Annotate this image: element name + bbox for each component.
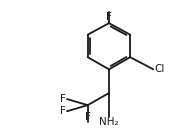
Text: NH₂: NH₂: [99, 117, 119, 127]
Text: F: F: [85, 112, 91, 122]
Text: F: F: [60, 94, 66, 104]
Text: F: F: [60, 106, 66, 116]
Text: F: F: [106, 12, 112, 22]
Text: Cl: Cl: [154, 64, 165, 74]
